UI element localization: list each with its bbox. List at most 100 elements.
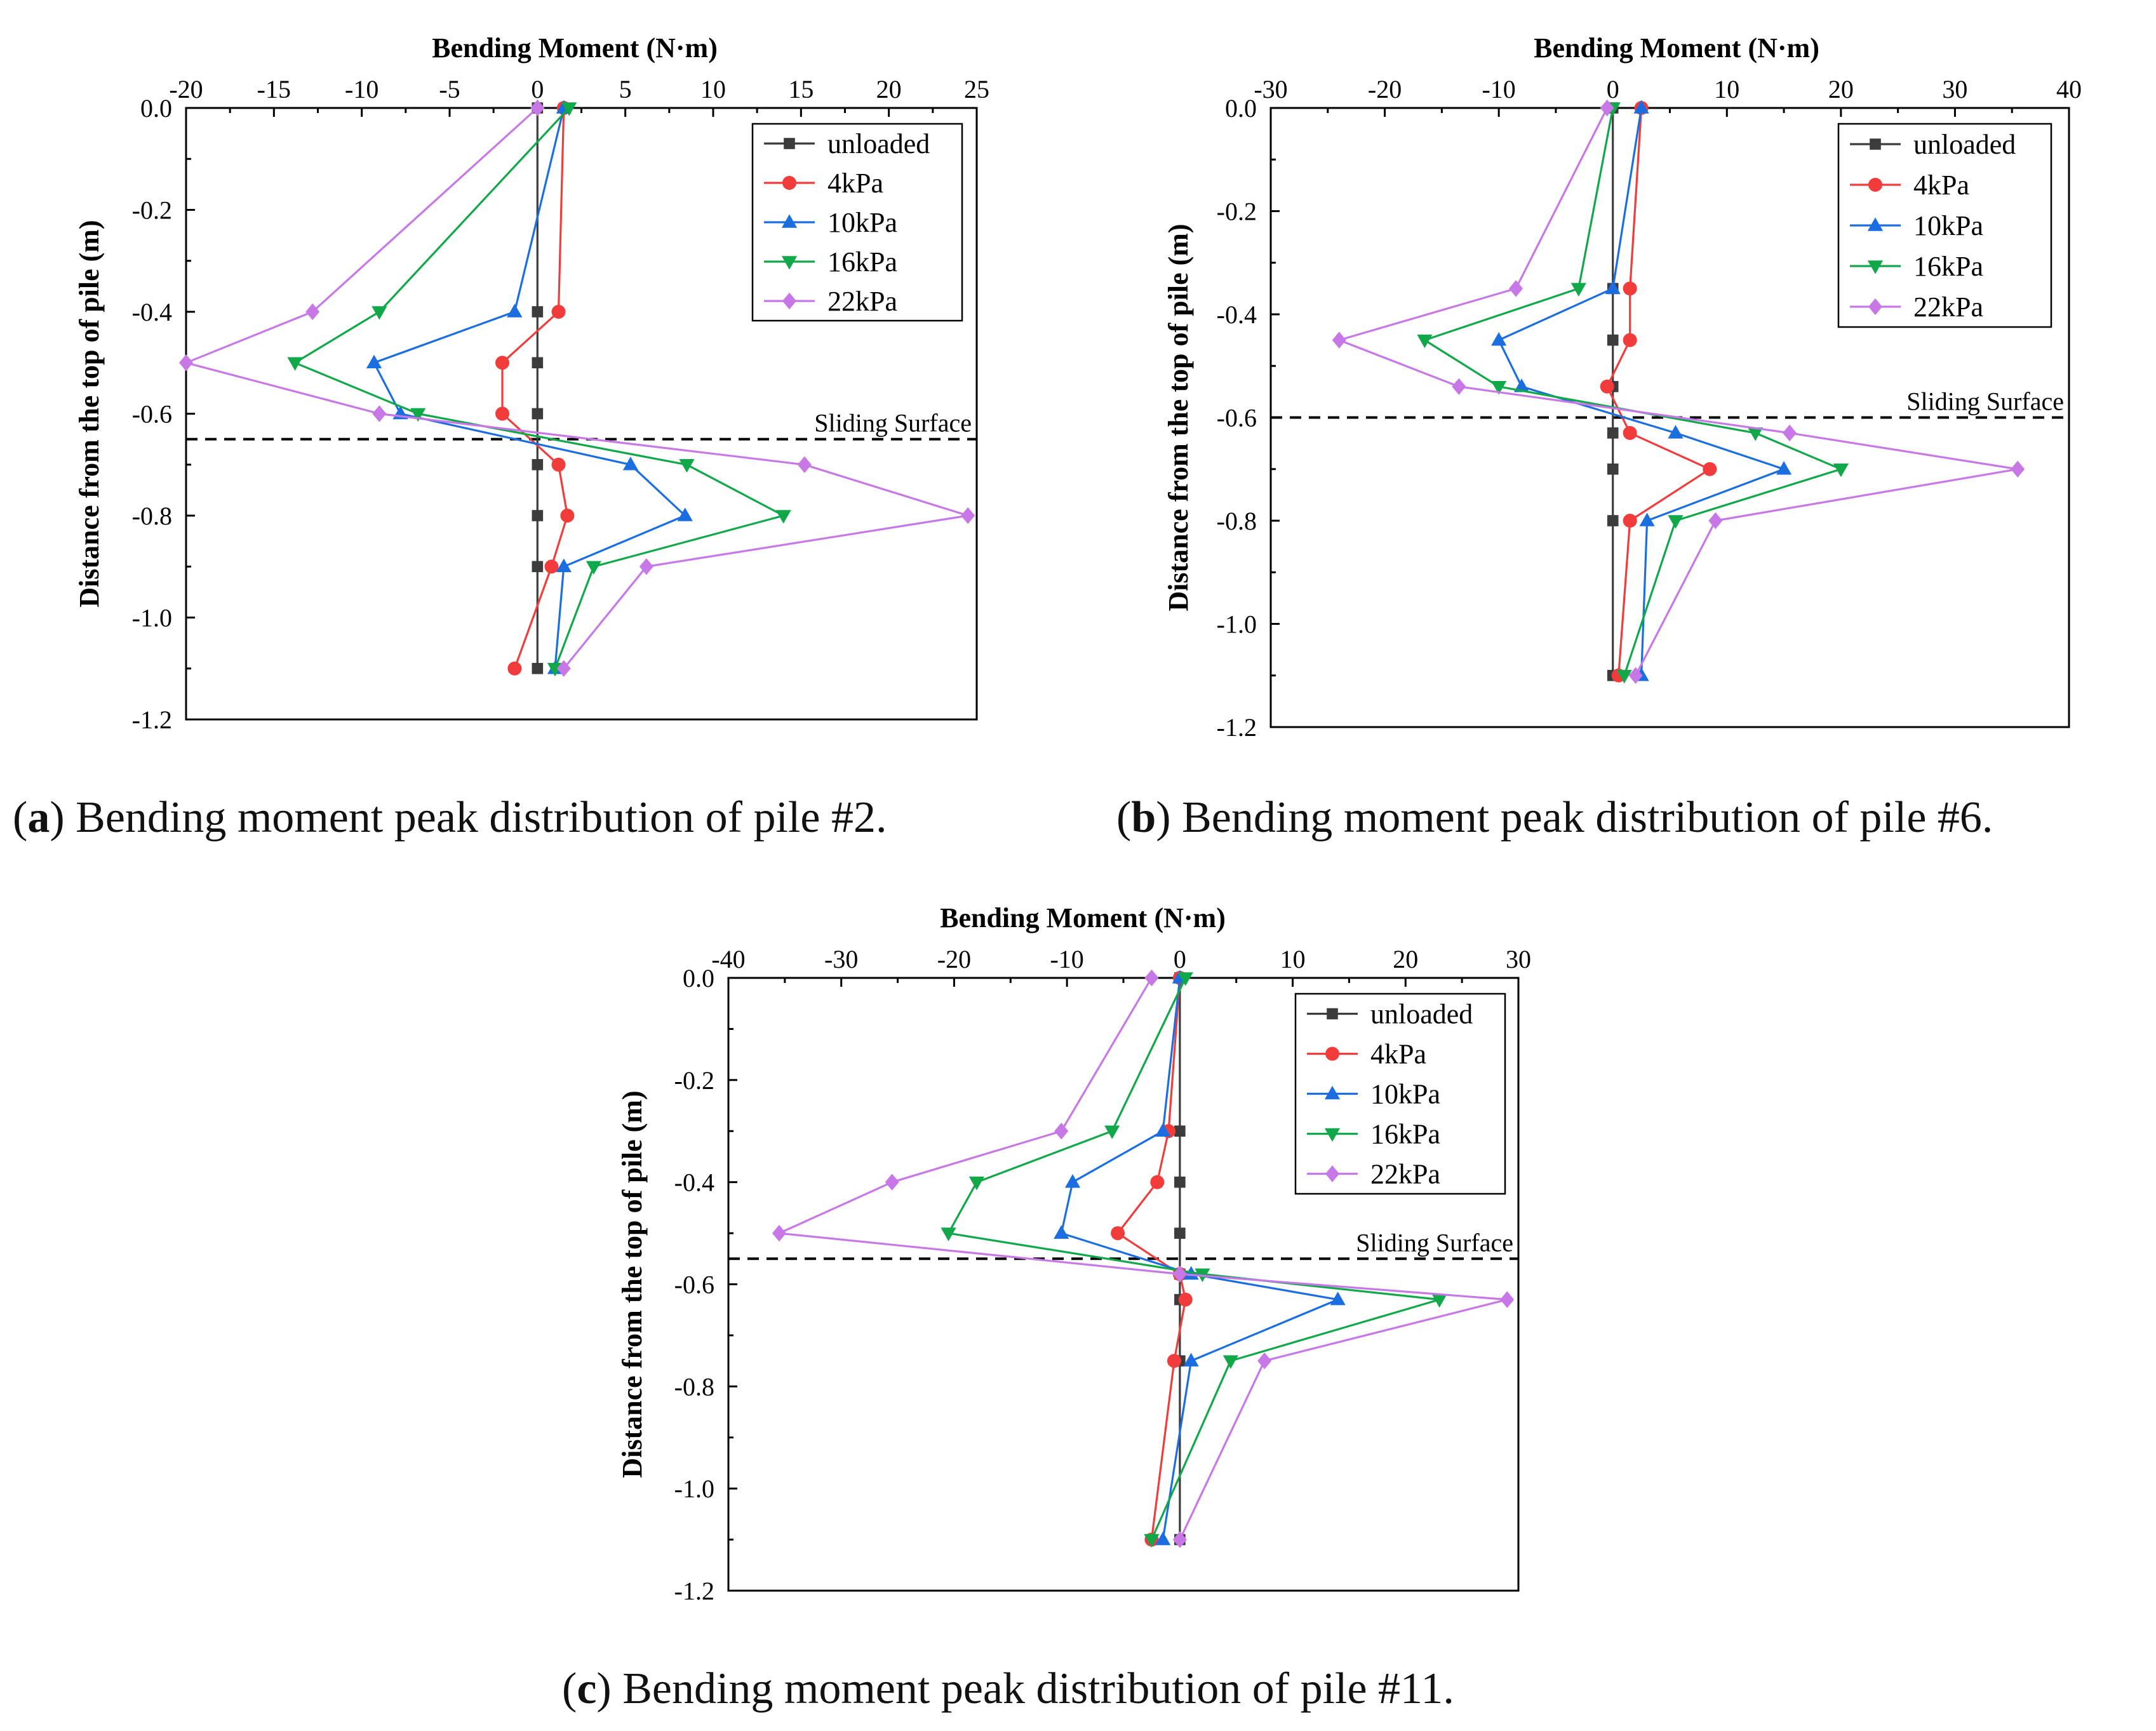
legend-label-16kPa: 16kPa: [1370, 1119, 1440, 1150]
legend: unloaded 4kPa 10kPa 16kPa 22kPa: [1837, 123, 2052, 328]
data-point-10kPa: [1064, 1174, 1081, 1188]
data-point-4kPa: [1703, 462, 1717, 476]
x-tick-label: 20: [1393, 945, 1418, 973]
x-tick-label: -15: [257, 75, 291, 104]
data-point-4kPa: [1150, 1175, 1165, 1189]
y-tick-label: -0.6: [1217, 404, 1257, 432]
series-line-4kPa: [501, 107, 569, 669]
chart-pile-11: -40 -30 -20 -10 0 10 20 30 0.0 -0.2 -0.4 -0.6 -0.8 -1…: [617, 902, 1531, 1605]
data-point-4kPa: [507, 661, 522, 676]
series-22kPa: [179, 99, 975, 677]
data-point-16kPa: [1417, 334, 1433, 349]
data-point-16kPa: [1222, 1355, 1238, 1369]
series-unloaded: [532, 102, 544, 674]
data-point-10kPa: [1605, 280, 1621, 295]
x-axis-title: Bending Moment (N·m): [432, 32, 718, 63]
y-axis-title: Distance from the top of pile (m): [1163, 224, 1194, 611]
series-16kPa: [287, 102, 791, 677]
data-point-10kPa: [556, 558, 572, 573]
data-point-unloaded: [532, 561, 544, 573]
data-point-22kPa: [1628, 667, 1643, 684]
data-point-16kPa: [410, 408, 426, 422]
data-point-unloaded: [532, 662, 544, 674]
data-point-4kPa: [1167, 1354, 1181, 1368]
data-point-16kPa: [1104, 1125, 1120, 1139]
y-tick-label: -0.8: [674, 1372, 714, 1401]
data-point-10kPa: [366, 354, 382, 369]
data-point-unloaded: [1607, 515, 1619, 526]
legend-marker-unloaded: [1327, 1008, 1338, 1020]
x-tick-label: 20: [1828, 75, 1854, 104]
data-point-unloaded: [532, 408, 544, 420]
data-point-4kPa: [1111, 1226, 1125, 1241]
data-point-4kPa: [551, 457, 566, 472]
legend-label-unloaded: unloaded: [827, 128, 930, 159]
legend-label-4kPa: 4kPa: [1370, 1039, 1426, 1070]
x-tick-label: 40: [2056, 75, 2082, 104]
data-point-22kPa: [179, 354, 193, 371]
y-tick-label: -0.2: [674, 1066, 714, 1095]
sliding-surface-label: Sliding Surface: [814, 409, 972, 438]
y-tick-label: 0.0: [140, 94, 172, 123]
series-22kPa: [772, 969, 1515, 1548]
legend-label-16kPa: 16kPa: [827, 246, 897, 277]
y-tick-label: 0.0: [683, 964, 714, 992]
x-axis-title: Bending Moment (N·m): [940, 902, 1226, 933]
data-point-22kPa: [1054, 1123, 1069, 1140]
x-tick-label: -10: [345, 75, 378, 104]
series-line-4kPa: [1116, 977, 1187, 1540]
y-tick-label: -0.8: [132, 502, 172, 530]
data-point-10kPa: [1668, 425, 1684, 439]
x-tick-label: 10: [700, 75, 726, 104]
y-tick-label: -0.8: [1217, 507, 1257, 535]
data-point-22kPa: [1172, 1531, 1187, 1548]
legend-label-unloaded: unloaded: [1370, 999, 1473, 1030]
legend-label-22kPa: 22kPa: [1370, 1159, 1440, 1190]
series-line-16kPa: [947, 977, 1441, 1541]
caption-b: (b) Bending moment peak distribution of …: [1116, 793, 1993, 842]
data-point-22kPa: [961, 507, 975, 525]
data-point-10kPa: [1776, 461, 1792, 475]
series-line-4kPa: [1606, 107, 1711, 676]
data-point-16kPa: [586, 561, 601, 575]
data-point-4kPa: [1600, 379, 1614, 394]
x-tick-label: 10: [1280, 945, 1306, 973]
sliding-surface-label: Sliding Surface: [1356, 1228, 1513, 1257]
y-tick-label: -0.4: [1217, 300, 1257, 329]
y-tick-label: -0.2: [132, 196, 172, 225]
x-tick-label: 30: [1506, 945, 1531, 973]
data-point-22kPa: [1600, 99, 1614, 117]
series-line-16kPa: [293, 107, 785, 669]
x-tick-label: -30: [1254, 75, 1287, 104]
y-axis-title: Distance from the top of pile (m): [617, 1090, 648, 1478]
y-tick-label: 0.0: [1225, 94, 1257, 123]
data-point-16kPa: [941, 1227, 956, 1241]
chart-pile-2: -20 -15 -10 -5 0 5 10 15 20 25 0.0 -0.2 -0.4 -0.6 -0.8…: [74, 32, 989, 734]
x-tick-label: -20: [169, 75, 203, 104]
series-line-10kPa: [1497, 107, 1785, 676]
legend-marker-10kPa: [781, 214, 798, 228]
legend-marker-22kPa: [1868, 298, 1882, 316]
data-point-4kPa: [544, 559, 559, 574]
data-point-10kPa: [677, 507, 693, 521]
x-axis-title: Bending Moment (N·m): [1534, 32, 1819, 63]
data-point-22kPa: [2011, 460, 2025, 478]
legend-label-10kPa: 10kPa: [1913, 210, 1983, 241]
series-line-10kPa: [1060, 977, 1339, 1540]
legend-marker-unloaded: [1870, 138, 1881, 150]
data-point-16kPa: [1833, 463, 1849, 478]
data-point-16kPa: [968, 1176, 985, 1191]
x-tick-label: -5: [439, 75, 460, 104]
data-point-unloaded: [1174, 1176, 1186, 1188]
data-point-22kPa: [372, 405, 387, 422]
data-point-10kPa: [1155, 1531, 1171, 1546]
data-point-16kPa: [1616, 669, 1632, 684]
legend-marker-22kPa: [782, 292, 796, 310]
data-point-10kPa: [1633, 100, 1649, 114]
legend-marker-22kPa: [1325, 1165, 1339, 1182]
data-point-4kPa: [560, 509, 575, 523]
legend-label-22kPa: 22kPa: [827, 286, 897, 317]
series-10kPa: [1491, 100, 1792, 681]
x-tick-label: -20: [1368, 75, 1402, 104]
legend-marker-4kPa: [1325, 1046, 1339, 1061]
